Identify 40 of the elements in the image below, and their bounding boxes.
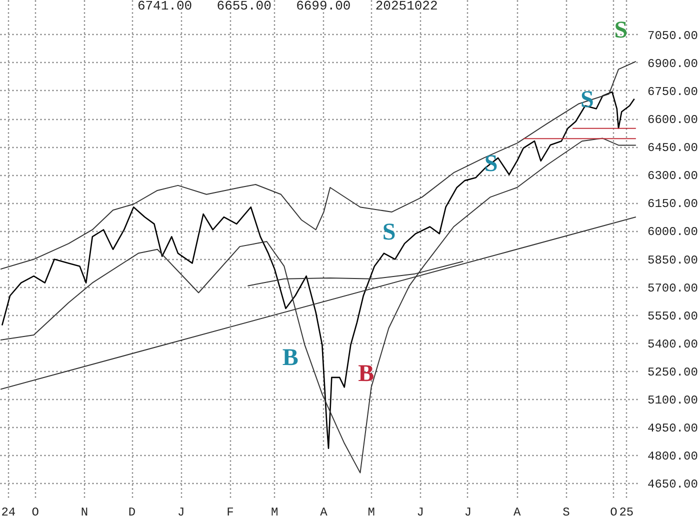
y-tick-label: 6000.00 [648, 225, 698, 240]
x-tick-label: O [610, 506, 618, 520]
y-tick-label: 7050.00 [648, 28, 698, 43]
y-tick-label: 5700.00 [648, 281, 698, 296]
x-tick-label: O [32, 506, 39, 520]
x-tick-label: 25 [619, 506, 634, 520]
x-tick-label: A [513, 506, 522, 520]
y-tick-label: 4800.00 [648, 450, 698, 464]
annotation: 6699.00 [296, 0, 351, 14]
annotation: 20251022 [375, 0, 438, 14]
x-tick-label: J [464, 506, 472, 520]
annotation: S [382, 220, 396, 246]
x-tick-label: D [128, 506, 136, 520]
x-tick-label: N [80, 506, 88, 520]
annotation: B [282, 344, 298, 371]
x-tick-label: 24 [1, 506, 16, 520]
y-tick-label: 4650.00 [648, 478, 698, 492]
y-tick-label: 6900.00 [648, 56, 698, 71]
annotation: B [358, 361, 374, 388]
y-tick-label: 6600.00 [648, 113, 698, 128]
x-tick-label: M [368, 506, 375, 520]
y-tick-label: 5100.00 [648, 394, 698, 408]
y-tick-label: 6450.00 [648, 141, 698, 156]
y-tick-label: 5400.00 [648, 337, 698, 352]
annotation: S [614, 17, 628, 44]
x-tick-label: F [226, 506, 234, 520]
y-tick-label: 6300.00 [648, 169, 698, 184]
y-tick-label: 5550.00 [648, 309, 698, 324]
x-tick-label: J [178, 506, 185, 520]
y-tick-label: 5250.00 [648, 365, 698, 380]
y-tick-label: 4950.00 [648, 422, 698, 436]
x-tick-label: S [562, 506, 570, 520]
annotation: 6655.00 [216, 0, 272, 14]
x-tick-label: M [271, 506, 278, 520]
y-tick-label: 5850.00 [648, 253, 698, 268]
y-tick-label: 6150.00 [648, 197, 698, 212]
annotation: 6741.00 [137, 0, 192, 14]
y-tick-label: 6750.00 [648, 85, 698, 99]
x-tick-label: J [416, 506, 424, 520]
x-tick-label: A [320, 506, 328, 520]
